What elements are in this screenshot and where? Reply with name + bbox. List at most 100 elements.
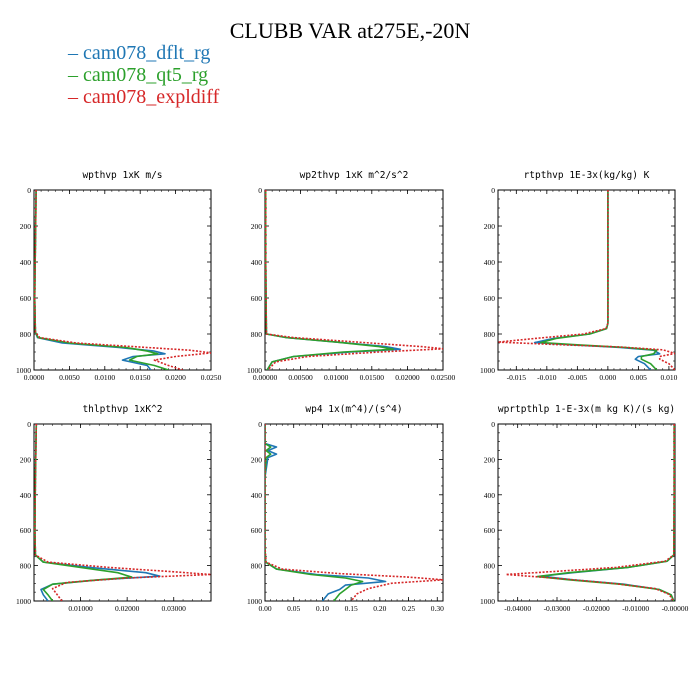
series-line-3 xyxy=(505,424,675,601)
y-tick-label: 400 xyxy=(251,258,263,267)
y-tick-label: 0 xyxy=(491,420,495,429)
y-tick-label: 1000 xyxy=(480,597,495,606)
y-tick-label: 800 xyxy=(20,330,32,339)
legend-label: cam078_dflt_rg xyxy=(83,42,211,64)
series-line-3 xyxy=(34,190,211,370)
figure-title: CLUBB VAR at275E,-20N xyxy=(229,18,471,43)
series-line-2 xyxy=(536,424,675,601)
series-line-3 xyxy=(265,190,443,370)
y-tick-label: 1000 xyxy=(16,597,31,606)
x-tick-label: 0.010 xyxy=(660,373,677,382)
x-tick-label: 0.00500 xyxy=(288,373,313,382)
legend-swatch: – xyxy=(68,86,83,108)
x-tick-label: -0.005 xyxy=(568,373,588,382)
x-tick-label: 0.0150 xyxy=(130,373,151,382)
y-tick-label: 1000 xyxy=(16,366,31,375)
y-tick-label: 1000 xyxy=(480,366,495,375)
series-line-3 xyxy=(34,424,211,601)
legend-swatch: – xyxy=(68,64,83,86)
panel-title: wpthvp 1xK m/s xyxy=(82,170,162,181)
x-tick-label: 0.20 xyxy=(373,604,386,613)
x-tick-label: 0.03000 xyxy=(162,604,187,613)
y-tick-label: 200 xyxy=(20,222,32,231)
x-tick-label: 0.10 xyxy=(316,604,329,613)
x-tick-label: 0.0100 xyxy=(94,373,115,382)
y-tick-label: 800 xyxy=(251,562,263,571)
y-tick-label: 600 xyxy=(484,294,496,303)
x-tick-label: 0.0000 xyxy=(24,373,45,382)
panel-title: rtpthvp 1E-3x(kg/kg) K xyxy=(524,170,650,181)
series-line-2 xyxy=(539,190,658,370)
x-tick-label: 0.02000 xyxy=(115,604,140,613)
legend-swatch: – xyxy=(68,42,83,64)
y-tick-label: 600 xyxy=(251,294,263,303)
legend-item-expldiff: – cam078_expldiff xyxy=(68,86,219,108)
series-line-2 xyxy=(265,424,364,601)
x-tick-label: 0.30 xyxy=(431,604,444,613)
y-tick-label: 200 xyxy=(484,455,496,464)
x-tick-label: 0.25 xyxy=(402,604,415,613)
y-tick-label: 200 xyxy=(251,222,263,231)
x-tick-label: -0.03000 xyxy=(544,604,571,613)
y-tick-label: 800 xyxy=(251,330,263,339)
chart-panel-3: rtpthvp 1E-3x(kg/kg) K 0 200 400 600 800 1000 -… xyxy=(480,170,678,382)
series-line-2 xyxy=(34,190,169,370)
y-tick-label: 0 xyxy=(27,186,31,195)
x-tick-label: 0.000 xyxy=(599,373,616,382)
x-tick-label: -0.00000 xyxy=(662,604,689,613)
y-tick-label: 1000 xyxy=(247,366,262,375)
y-tick-label: 400 xyxy=(251,491,263,500)
y-tick-label: 800 xyxy=(484,562,496,571)
x-tick-label: 0.0250 xyxy=(201,373,222,382)
y-tick-label: 800 xyxy=(20,562,32,571)
series-line-1 xyxy=(265,190,402,370)
y-tick-label: 800 xyxy=(484,330,496,339)
y-tick-label: 200 xyxy=(251,455,263,464)
chart-panel-4: thlpthvp 1xK^2 0 200 400 600 800 1000 0.01000 0.… xyxy=(16,404,212,613)
y-tick-label: 600 xyxy=(251,526,263,535)
x-tick-label: 0.01000 xyxy=(324,373,349,382)
x-tick-label: 0.01500 xyxy=(360,373,385,382)
legend-label: cam078_qt5_rg xyxy=(83,64,209,86)
x-tick-label: 0.005 xyxy=(630,373,647,382)
y-tick-label: 0 xyxy=(258,186,262,195)
series-line-1 xyxy=(540,424,675,601)
x-tick-label: -0.02000 xyxy=(583,604,610,613)
panel-title: wp4 1x(m^4)/(s^4) xyxy=(305,404,402,415)
x-tick-label: 0.15 xyxy=(345,604,358,613)
legend-label: cam078_expldiff xyxy=(83,86,220,108)
x-tick-label: -0.015 xyxy=(507,373,527,382)
x-tick-label: 0.02500 xyxy=(431,373,456,382)
panel-title: wprtpthlp 1-E-3x(m kg K)/(s kg) xyxy=(498,404,675,415)
x-tick-label: 0.0200 xyxy=(165,373,186,382)
chart-panel-6: wprtpthlp 1-E-3x(m kg K)/(s kg)0 200 400 60… xyxy=(480,404,689,613)
panel-title: thlpthvp 1xK^2 xyxy=(82,404,162,415)
x-tick-label: 0.0050 xyxy=(59,373,80,382)
y-tick-label: 400 xyxy=(484,491,496,500)
y-tick-label: 0 xyxy=(258,420,262,429)
series-line-3 xyxy=(498,190,675,370)
x-tick-label: 0.01000 xyxy=(68,604,93,613)
chart-panel-2: wp2thvp 1xK m^2/s^2020040060080010000.00… xyxy=(247,170,455,382)
legend-item-dflt: – cam078_dflt_rg xyxy=(68,42,219,64)
plot-frame xyxy=(497,423,676,602)
y-tick-label: 400 xyxy=(20,491,32,500)
x-tick-label: 0.00000 xyxy=(253,373,278,382)
y-tick-label: 200 xyxy=(20,455,32,464)
x-tick-label: 0.02000 xyxy=(395,373,420,382)
x-tick-label: 0.05 xyxy=(287,604,300,613)
legend: – cam078_dflt_rg – cam078_qt5_rg – cam07… xyxy=(68,42,219,108)
y-tick-label: 0 xyxy=(27,420,31,429)
series-line-1 xyxy=(265,424,387,601)
y-tick-label: 200 xyxy=(484,222,496,231)
y-tick-label: 400 xyxy=(484,258,496,267)
series-line-1 xyxy=(34,190,166,370)
series-line-1 xyxy=(34,424,161,601)
panel-title: wp2thvp 1xK m^2/s^2 xyxy=(300,170,409,181)
y-tick-label: 1000 xyxy=(247,597,262,606)
y-tick-label: 600 xyxy=(20,294,32,303)
y-tick-label: 600 xyxy=(20,526,32,535)
